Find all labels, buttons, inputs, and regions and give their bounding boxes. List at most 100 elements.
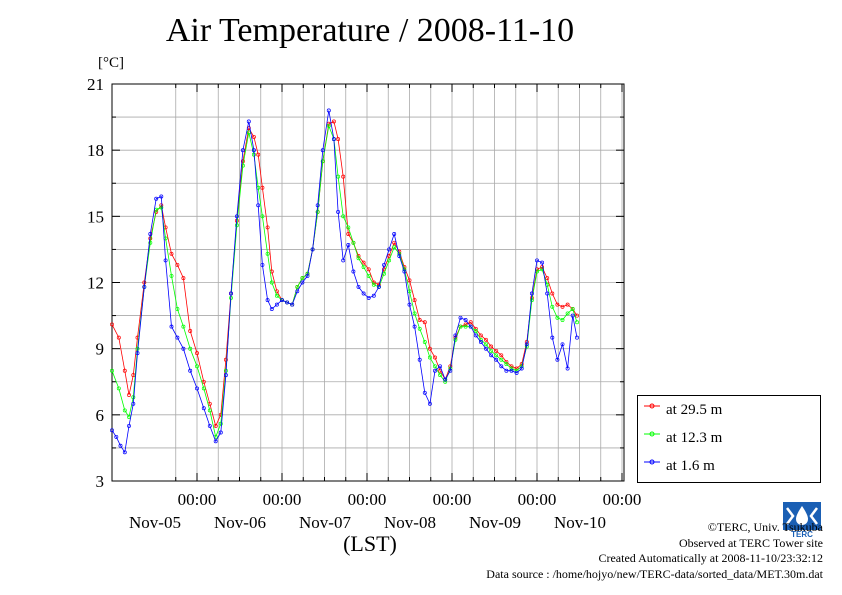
data-point bbox=[499, 353, 504, 358]
data-point bbox=[463, 322, 468, 327]
data-point bbox=[175, 262, 180, 267]
data-point bbox=[422, 340, 427, 344]
data-point bbox=[310, 247, 315, 252]
legend-label: at 29.5 m bbox=[666, 402, 723, 418]
data-point bbox=[336, 209, 341, 214]
data-point bbox=[213, 423, 218, 428]
y-tick-label: 3 bbox=[96, 472, 105, 491]
data-point bbox=[489, 344, 494, 349]
x-tick-label-time: 00:00 bbox=[518, 490, 557, 509]
data-point bbox=[438, 364, 443, 369]
legend-item-29-5m: at 29.5 m bbox=[644, 402, 722, 419]
data-point bbox=[336, 174, 341, 179]
data-point bbox=[371, 293, 376, 298]
data-point bbox=[387, 247, 392, 252]
data-point bbox=[433, 364, 437, 369]
data-point bbox=[240, 159, 245, 164]
data-point bbox=[240, 148, 245, 153]
data-point bbox=[305, 273, 310, 278]
x-tick-label-time: 00:00 bbox=[263, 490, 302, 509]
y-axis-unit: [°C] bbox=[98, 55, 124, 71]
data-point bbox=[295, 284, 300, 289]
data-point bbox=[458, 315, 463, 320]
axes: 3 6 9 12 15 18 21 00:00 Nov-05 00:00 Nov-06 00:00 No… bbox=[87, 75, 641, 532]
data-point bbox=[175, 307, 180, 311]
data-point bbox=[519, 366, 524, 371]
data-point bbox=[504, 359, 509, 364]
data-point bbox=[341, 258, 346, 263]
data-point bbox=[331, 137, 336, 142]
data-point bbox=[195, 386, 199, 391]
data-point bbox=[159, 203, 164, 208]
data-point bbox=[407, 289, 412, 294]
data-point bbox=[110, 322, 114, 327]
data-point bbox=[575, 313, 579, 318]
data-point bbox=[131, 395, 136, 400]
data-point bbox=[251, 134, 256, 139]
series-line bbox=[111, 110, 578, 454]
data-point bbox=[351, 240, 356, 245]
data-point bbox=[251, 148, 256, 153]
y-tick-label: 18 bbox=[87, 141, 104, 160]
legend-item-12-3m: at 12.3 m bbox=[644, 430, 722, 447]
data-point bbox=[504, 368, 509, 373]
data-point bbox=[260, 185, 265, 190]
data-point bbox=[540, 260, 545, 265]
data-point bbox=[392, 245, 397, 250]
data-point bbox=[433, 355, 437, 360]
data-point bbox=[555, 315, 560, 320]
data-point bbox=[565, 302, 570, 307]
data-point bbox=[135, 351, 140, 356]
data-point bbox=[346, 243, 351, 247]
data-point bbox=[463, 324, 468, 329]
y-tick-label: 6 bbox=[96, 406, 105, 425]
y-tick-label: 9 bbox=[96, 340, 105, 359]
data-point bbox=[565, 311, 570, 316]
data-point bbox=[473, 326, 478, 331]
data-point bbox=[550, 335, 555, 340]
data-point bbox=[509, 366, 514, 371]
data-point bbox=[300, 276, 305, 281]
data-point bbox=[356, 284, 361, 289]
data-point bbox=[181, 346, 186, 351]
data-point bbox=[478, 333, 483, 338]
data-point bbox=[478, 340, 483, 344]
data-point bbox=[509, 368, 514, 373]
data-point bbox=[234, 223, 239, 228]
data-point bbox=[366, 267, 371, 272]
logo-text: TERC bbox=[791, 530, 813, 538]
data-point bbox=[412, 311, 417, 316]
observed-text: Observed at TERC Tower site bbox=[678, 535, 823, 550]
created-text: Created Automatically at 2008-11-10/23:3… bbox=[598, 551, 823, 565]
data-point bbox=[207, 423, 212, 428]
data-point bbox=[326, 123, 331, 128]
data-point bbox=[181, 276, 186, 281]
legend-marker-blue bbox=[644, 459, 660, 465]
data-point bbox=[256, 203, 261, 208]
data-point bbox=[382, 271, 386, 276]
data-point bbox=[448, 368, 453, 373]
data-point bbox=[412, 324, 417, 329]
data-point bbox=[201, 379, 206, 384]
data-point bbox=[417, 318, 422, 322]
data-point bbox=[159, 205, 164, 210]
data-point bbox=[540, 265, 545, 270]
data-point bbox=[535, 258, 539, 263]
data-point bbox=[575, 335, 579, 340]
data-point bbox=[514, 370, 519, 375]
data-point bbox=[300, 280, 305, 285]
data-point bbox=[392, 240, 397, 245]
data-point bbox=[433, 368, 437, 373]
data-point bbox=[110, 368, 114, 373]
data-point bbox=[116, 335, 121, 340]
data-point bbox=[341, 214, 346, 219]
y-tick-label: 12 bbox=[87, 274, 104, 293]
data-point bbox=[218, 421, 223, 426]
data-point bbox=[392, 232, 397, 236]
data-point bbox=[366, 273, 371, 278]
data-point bbox=[361, 260, 366, 265]
data-point bbox=[468, 324, 473, 329]
data-point bbox=[201, 406, 206, 411]
copyright-text: ©TERC, Univ. Tsukuba bbox=[707, 520, 823, 534]
